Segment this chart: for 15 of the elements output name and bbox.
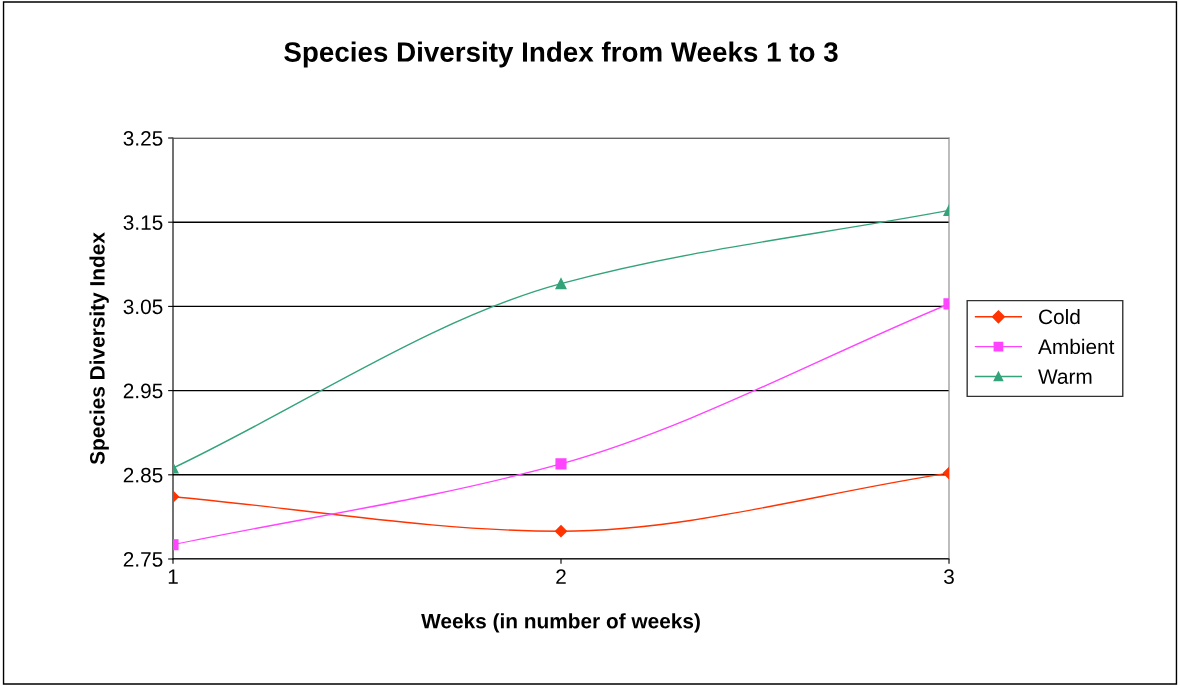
y-tick-label: 2.75 xyxy=(123,552,163,567)
x-tick-label: 2 xyxy=(556,569,566,584)
y-tick-label: 3.15 xyxy=(123,215,163,230)
y-tick-label: 3.25 xyxy=(123,131,163,146)
legend-label: Ambient xyxy=(1038,338,1115,355)
y-tick-label: 3.05 xyxy=(123,299,163,315)
legend-label: Cold xyxy=(1039,308,1080,325)
chart-title: Species Diversity Index from Weeks 1 to 3 xyxy=(284,41,838,68)
x-axis-title: Weeks (in number of weeks) xyxy=(421,613,700,633)
x-tick-label: 3 xyxy=(944,569,954,585)
legend-label: Warm xyxy=(1038,369,1092,384)
y-tick-label: 2.85 xyxy=(123,467,163,483)
y-axis-title: Species Diversity Index xyxy=(89,232,109,465)
y-tick-label: 2.95 xyxy=(123,383,163,399)
x-tick-label: 1 xyxy=(168,569,178,584)
